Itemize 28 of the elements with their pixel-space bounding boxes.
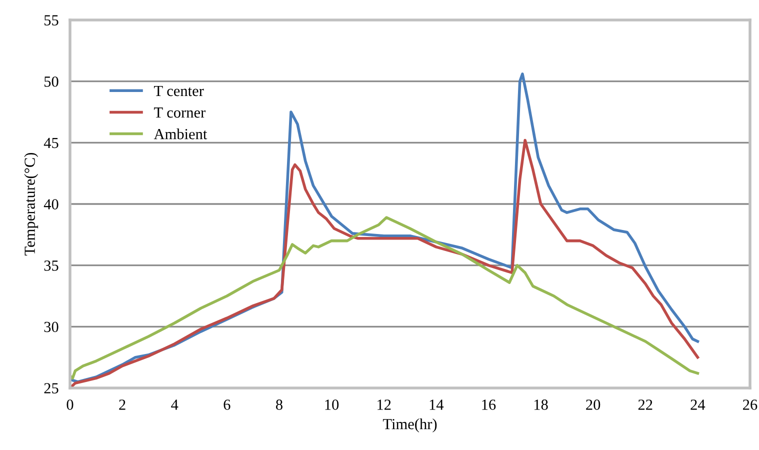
y-tick-label: 35 (44, 260, 58, 271)
x-tick-label: 16 (482, 400, 496, 410)
y-tick-label: 50 (44, 76, 58, 87)
y-tick-label: 55 (44, 15, 58, 26)
y-tick-label: 40 (44, 199, 58, 210)
x-tick-label: 24 (690, 400, 706, 410)
y-tick-label: 45 (44, 138, 58, 148)
x-tick-label: 26 (743, 400, 758, 410)
legend-label: T corner (154, 108, 206, 118)
x-tick-label: 12 (378, 400, 391, 410)
x-tick-label: 2 (119, 400, 126, 410)
x-tick-label: 0 (66, 400, 74, 410)
legend-label: Ambient (154, 128, 208, 140)
x-tick-label: 20 (586, 400, 600, 410)
x-tick-label: 4 (171, 400, 178, 410)
x-tick-label: 22 (638, 400, 652, 410)
line-series (70, 216, 700, 380)
x-tick-label: 14 (430, 400, 444, 410)
x-tick-label: 18 (534, 400, 548, 410)
y-tick-label: 25 (44, 383, 58, 394)
line-series (70, 138, 700, 388)
y-tick-label: 30 (44, 322, 58, 332)
x-tick-label: 6 (224, 400, 230, 410)
x-tick-label: 10 (325, 400, 339, 410)
x-tick-label: 8 (276, 400, 282, 410)
y-axis-title: Temperature(°C) (24, 152, 38, 256)
legend-label: T center (154, 86, 204, 96)
x-axis-title: Time(hr) (382, 418, 437, 432)
